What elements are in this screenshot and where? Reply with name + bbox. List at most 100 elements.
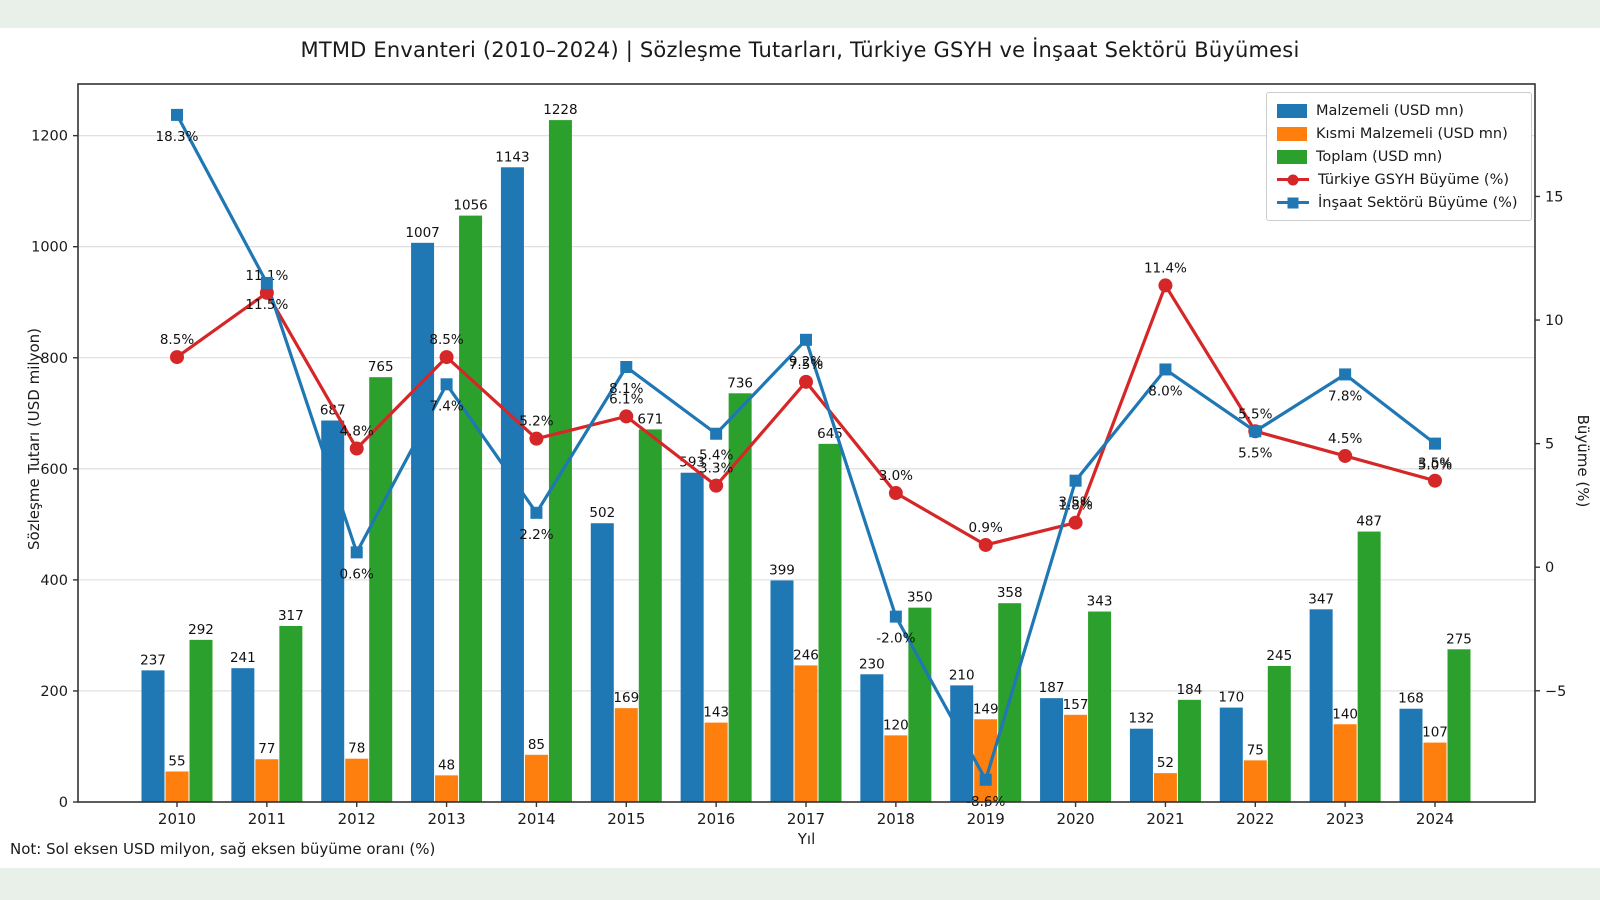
bar-toplam-2014 (548, 120, 572, 802)
legend-item-gsyh: Türkiye GSYH Büyüme (%) (1277, 170, 1521, 189)
bar-label-malzemeli-2010: 237 (140, 652, 166, 668)
legend-label-kismi-malzemeli: Kısmi Malzemeli (USD mn) (1316, 125, 1508, 142)
pct-label-insaat-2023: 7.8% (1328, 388, 1362, 404)
bar-malzemeli-2017 (770, 580, 794, 802)
x-tick-label-2023: 2023 (1326, 810, 1364, 828)
bar-label-toplam-2012: 765 (368, 359, 394, 375)
bar-label-malzemeli-2014: 1143 (495, 149, 529, 165)
pct-label-insaat-2011: 11.5% (245, 297, 288, 313)
marker-insaat-2021 (1159, 363, 1172, 376)
pct-label-gsyh-2014: 5.2% (519, 414, 553, 430)
bar-toplam-2022 (1267, 665, 1291, 802)
bar-label-toplam-2014: 1228 (543, 102, 577, 118)
legend-item-malzemeli: Malzemeli (USD mn) (1277, 101, 1521, 120)
bar-malzemeli-2021 (1129, 728, 1153, 802)
bar-label-toplam-2019: 358 (997, 585, 1023, 601)
left-tick-label-400: 400 (40, 573, 68, 589)
bar-malzemeli-2018 (860, 674, 884, 802)
marker-insaat-2011 (260, 276, 273, 289)
bar-toplam-2012 (369, 377, 393, 802)
bar-label-kismi-malzemeli-2011: 77 (258, 741, 275, 757)
bar-label-toplam-2022: 245 (1266, 648, 1292, 664)
bar-kismi-malzemeli-2010 (165, 771, 189, 802)
marker-insaat-2016 (710, 427, 723, 440)
bar-label-kismi-malzemeli-2010: 55 (168, 753, 185, 769)
marker-gsyh-2014 (529, 431, 544, 446)
bar-label-malzemeli-2018: 230 (859, 656, 885, 672)
right-tick-label-15: 15 (1545, 189, 1563, 205)
marker-gsyh-2012 (349, 441, 364, 456)
marker-insaat-2022 (1249, 425, 1262, 438)
right-tick-label-10: 10 (1545, 313, 1563, 329)
bar-kismi-malzemeli-2019 (974, 719, 998, 802)
x-tick-label-2015: 2015 (607, 810, 645, 828)
bar-label-malzemeli-2011: 241 (230, 650, 256, 666)
legend-item-insaat: İnşaat Sektörü Büyüme (%) (1277, 193, 1521, 212)
legend-label-malzemeli: Malzemeli (USD mn) (1316, 102, 1464, 119)
pct-label-gsyh-2015: 6.1% (609, 391, 643, 407)
pct-label-gsyh-2019: 0.9% (969, 520, 1003, 536)
x-tick-label-2024: 2024 (1416, 810, 1454, 828)
marker-insaat-2020 (1069, 474, 1082, 487)
bar-toplam-2020 (1088, 611, 1112, 802)
bar-label-malzemeli-2016: 593 (679, 455, 705, 471)
x-tick-label-2018: 2018 (877, 810, 915, 828)
pct-label-insaat-2014: 2.2% (519, 527, 553, 543)
marker-insaat-2023 (1339, 368, 1352, 381)
pct-label-insaat-2016: 5.4% (699, 448, 733, 464)
bar-malzemeli-2012 (321, 420, 345, 802)
pct-label-insaat-2022: 5.5% (1238, 445, 1272, 461)
marker-gsyh-2015 (619, 409, 634, 424)
bar-kismi-malzemeli-2016 (704, 722, 728, 802)
pct-label-gsyh-2012: 4.8% (340, 424, 374, 440)
marker-gsyh-2024 (1428, 473, 1442, 488)
legend-label-insaat: İnşaat Sektörü Büyüme (%) (1318, 194, 1518, 211)
x-tick-label-2019: 2019 (967, 810, 1005, 828)
pct-label-gsyh-2021: 11.4% (1144, 260, 1187, 276)
x-tick-label-2010: 2010 (158, 810, 196, 828)
legend-item-kismi-malzemeli: Kısmi Malzemeli (USD mn) (1277, 124, 1521, 143)
bar-malzemeli-2015 (590, 523, 614, 802)
bar-toplam-2013 (459, 215, 483, 802)
marker-insaat-2018 (889, 610, 902, 623)
bar-label-kismi-malzemeli-2020: 157 (1063, 697, 1089, 713)
bar-kismi-malzemeli-2012 (345, 758, 369, 802)
marker-gsyh-2023 (1338, 448, 1353, 463)
left-tick-label-600: 600 (40, 462, 68, 478)
bar-label-malzemeli-2024: 168 (1398, 691, 1424, 707)
marker-insaat-2012 (350, 546, 363, 559)
marker-gsyh-2017 (799, 374, 813, 389)
bar-malzemeli-2024 (1399, 708, 1423, 802)
pct-label-insaat-2010: 18.3% (156, 129, 199, 145)
marker-gsyh-2020 (1068, 515, 1083, 530)
bar-toplam-2021 (1177, 699, 1201, 802)
pct-label-insaat-2021: 8.0% (1148, 383, 1182, 399)
bar-label-toplam-2018: 350 (907, 590, 933, 606)
legend-marker-circle-icon (1287, 174, 1299, 185)
bar-malzemeli-2011 (231, 668, 255, 802)
marker-insaat-2017 (800, 333, 812, 346)
bar-label-kismi-malzemeli-2023: 140 (1332, 706, 1358, 722)
pct-label-insaat-2017: 9.2% (789, 354, 823, 370)
x-tick-label-2012: 2012 (338, 810, 376, 828)
pct-label-insaat-2015: 8.1% (609, 381, 643, 397)
pct-label-gsyh-2024: 3.5% (1418, 456, 1452, 472)
bar-label-malzemeli-2020: 187 (1039, 680, 1065, 696)
x-tick-label-2017: 2017 (787, 810, 825, 828)
bar-label-malzemeli-2023: 347 (1308, 591, 1334, 607)
bar-label-malzemeli-2019: 210 (949, 667, 975, 683)
bar-label-malzemeli-2022: 170 (1218, 690, 1244, 706)
bar-kismi-malzemeli-2015 (614, 708, 638, 802)
bar-label-kismi-malzemeli-2015: 169 (613, 690, 639, 706)
right-tick-label-0: 0 (1545, 560, 1554, 576)
x-tick-label-2011: 2011 (248, 810, 286, 828)
bar-malzemeli-2019 (950, 685, 974, 802)
legend-marker-square-icon (1287, 197, 1299, 208)
pct-label-gsyh-2022: 5.5% (1238, 406, 1272, 422)
bar-label-malzemeli-2012: 687 (320, 403, 346, 419)
left-tick-label-200: 200 (40, 684, 68, 700)
marker-gsyh-2010 (170, 350, 184, 365)
bar-toplam-2017 (818, 443, 842, 802)
bar-label-kismi-malzemeli-2017: 246 (793, 647, 819, 663)
bar-label-toplam-2010: 292 (188, 622, 214, 638)
